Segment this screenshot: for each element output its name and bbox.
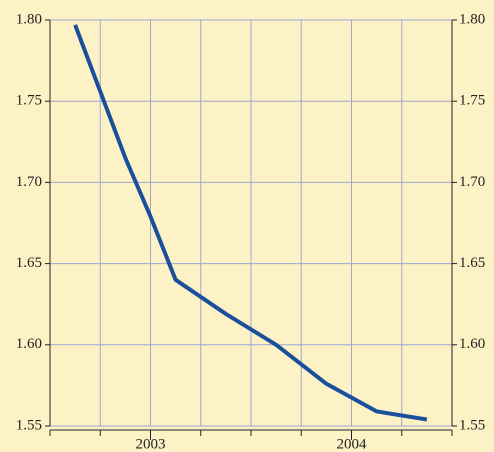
y2-tick-label: 1.60 (459, 336, 485, 352)
y2-tick-label: 1.55 (459, 417, 485, 433)
y-tick-label: 1.70 (16, 174, 42, 190)
y-tick-label: 1.80 (16, 11, 42, 27)
line (73, 24, 428, 422)
y2-tick-label: 1.65 (459, 255, 485, 271)
x-tick-label: 2004 (337, 436, 368, 452)
y-tick-label: 1.65 (16, 255, 42, 271)
y2-tick-label: 1.70 (459, 174, 485, 190)
y-tick-label: 1.60 (16, 336, 42, 352)
y2-tick-label: 1.75 (459, 93, 485, 109)
y2-tick-label: 1.80 (459, 11, 485, 27)
y-tick-label: 1.55 (16, 417, 42, 433)
y-tick-label: 1.75 (16, 93, 42, 109)
x-tick-label: 2003 (136, 436, 166, 452)
